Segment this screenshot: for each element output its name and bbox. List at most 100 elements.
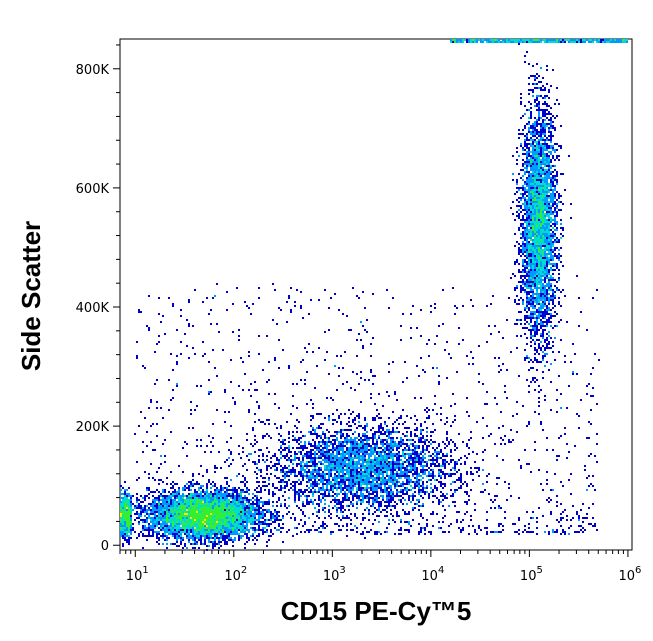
- event-dot: [524, 275, 526, 277]
- event-dot: [532, 125, 534, 127]
- event-dot: [342, 449, 344, 451]
- event-dot: [320, 501, 322, 503]
- event-dot: [322, 489, 324, 491]
- event-dot: [154, 491, 156, 493]
- event-dot: [154, 517, 156, 519]
- event-dot: [540, 153, 542, 155]
- event-dot: [546, 267, 548, 269]
- event-dot: [180, 527, 182, 529]
- event-dot: [170, 511, 172, 513]
- event-dot: [530, 133, 532, 135]
- event-dot: [158, 511, 160, 513]
- event-dot: [388, 479, 390, 481]
- event-dot: [528, 129, 530, 131]
- event-dot: [368, 437, 370, 439]
- event-dot: [538, 203, 540, 205]
- event-dot: [202, 529, 204, 531]
- event-dot: [552, 315, 554, 317]
- event-dot: [268, 539, 270, 541]
- event-dot: [238, 519, 240, 521]
- event-dot: [352, 479, 354, 481]
- event-dot: [556, 229, 558, 231]
- event-dot: [410, 465, 412, 467]
- event-dot: [332, 443, 334, 445]
- event-dot: [436, 451, 438, 453]
- event-dot: [238, 525, 240, 527]
- event-dot: [372, 459, 374, 461]
- event-dot: [428, 455, 430, 457]
- event-dot: [330, 471, 332, 473]
- event-dot: [224, 541, 226, 543]
- event-dot: [246, 501, 248, 503]
- event-dot: [364, 509, 366, 511]
- event-dot: [560, 261, 562, 263]
- event-dot: [240, 501, 242, 503]
- event-dot: [530, 273, 532, 275]
- event-dot: [522, 249, 524, 251]
- event-dot: [534, 123, 536, 125]
- event-dot: [204, 539, 206, 541]
- event-dot: [254, 537, 256, 539]
- event-dot: [182, 515, 184, 517]
- event-dot: [314, 445, 316, 447]
- event-dot: [538, 119, 540, 121]
- event-dot: [252, 517, 254, 519]
- event-dot: [224, 495, 226, 497]
- event-dot: [546, 323, 548, 325]
- event-dot: [554, 149, 556, 151]
- event-dot: [212, 519, 214, 521]
- event-dot: [542, 111, 544, 113]
- event-dot: [190, 485, 192, 487]
- event-dot: [246, 499, 248, 501]
- event-dot: [532, 279, 534, 281]
- event-dot: [538, 263, 540, 265]
- event-dot: [216, 513, 218, 515]
- event-dot: [252, 505, 254, 507]
- event-dot: [166, 495, 168, 497]
- event-dot: [294, 483, 296, 485]
- event-dot: [180, 511, 182, 513]
- event-dot: [240, 531, 242, 533]
- event-dot: [414, 461, 416, 463]
- event-dot: [334, 441, 336, 443]
- event-dot: [526, 315, 528, 317]
- event-dot: [182, 527, 184, 529]
- event-dot: [426, 449, 428, 451]
- event-dot: [370, 453, 372, 455]
- event-dot: [314, 431, 316, 433]
- event-dot: [358, 453, 360, 455]
- event-dot: [366, 489, 368, 491]
- event-dot: [388, 461, 390, 463]
- event-dot: [362, 439, 364, 441]
- event-dot: [528, 193, 530, 195]
- event-dot: [332, 451, 334, 453]
- event-dot: [180, 523, 182, 525]
- event-dot: [452, 481, 454, 483]
- event-dot: [142, 519, 144, 521]
- event-dot: [332, 479, 334, 481]
- event-dot: [182, 521, 184, 523]
- event-dot: [218, 513, 220, 515]
- event-dot: [396, 459, 398, 461]
- event-dot: [326, 429, 328, 431]
- event-dot: [150, 491, 152, 493]
- event-dot: [538, 273, 540, 275]
- event-dot: [160, 515, 162, 517]
- event-dot: [246, 433, 248, 435]
- event-dot: [546, 169, 548, 171]
- event-dot: [378, 483, 380, 485]
- event-dot: [192, 493, 194, 495]
- event-dot: [436, 489, 438, 491]
- event-dot: [546, 231, 548, 233]
- event-dot: [220, 527, 222, 529]
- event-dot: [212, 513, 214, 515]
- event-dot: [446, 439, 448, 441]
- event-dot: [532, 315, 534, 317]
- event-dot: [350, 465, 352, 467]
- event-dot: [540, 139, 542, 141]
- event-dot: [550, 131, 552, 133]
- event-dot: [384, 431, 386, 433]
- event-dot: [256, 441, 258, 443]
- event-dot: [324, 467, 326, 469]
- event-dot: [524, 233, 526, 235]
